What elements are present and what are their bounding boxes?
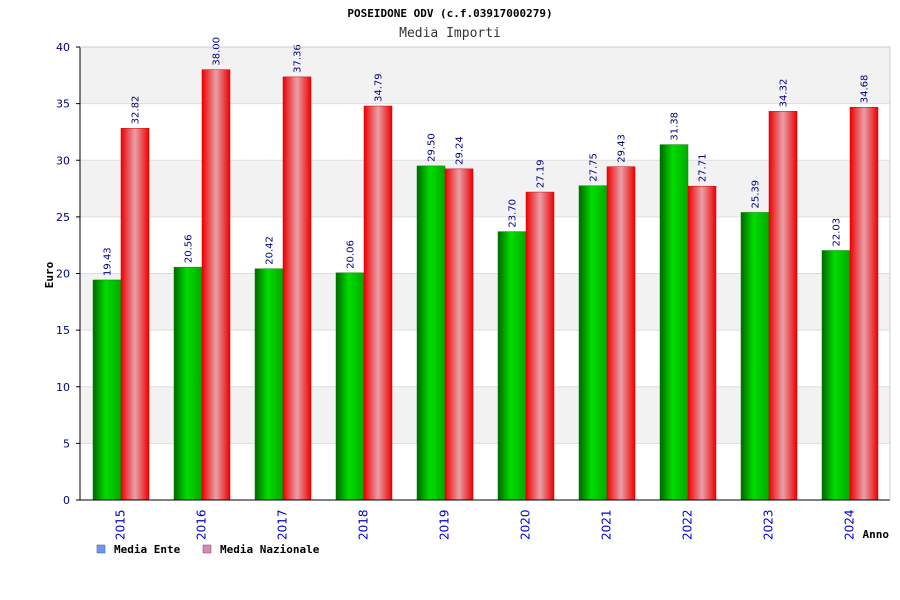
y-tick-label: 0	[63, 494, 70, 507]
x-axis-title: Anno	[863, 528, 890, 541]
x-tick-label: 2016	[195, 509, 209, 540]
bar-media-ente	[335, 272, 365, 501]
bar-media-nazionale	[120, 128, 150, 501]
data-label: 29.43	[617, 134, 628, 163]
x-tick-label: 2024	[843, 509, 857, 540]
y-tick-label: 15	[56, 324, 70, 337]
data-label: 29.24	[455, 136, 466, 165]
axes: 0 5 10 15 20 25 30 35 40 2015 2016 2017 2018 2019 2020…	[56, 41, 891, 540]
x-tick-label: 2020	[519, 509, 533, 540]
y-tick-label: 25	[56, 211, 70, 224]
bar-media-nazionale	[525, 191, 555, 501]
data-label: 22.03	[832, 218, 843, 247]
legend-swatch	[96, 544, 106, 554]
bar-media-nazionale	[687, 185, 717, 501]
bar-media-nazionale	[606, 166, 636, 501]
bars	[92, 69, 879, 501]
bar-media-ente	[254, 268, 284, 501]
data-label: 20.56	[184, 235, 195, 264]
data-label: 27.71	[698, 154, 709, 183]
data-label: 38.00	[212, 37, 223, 66]
y-tick-label: 40	[56, 41, 70, 54]
bar-media-ente	[659, 144, 689, 501]
data-label: 20.42	[265, 236, 276, 265]
bar-media-nazionale	[849, 106, 879, 501]
data-label: 27.19	[536, 159, 547, 188]
y-tick-label: 35	[56, 98, 70, 111]
legend-label: Media Nazionale	[220, 543, 320, 556]
data-label: 19.43	[103, 247, 114, 276]
data-label: 31.38	[670, 112, 681, 141]
bar-media-nazionale	[768, 111, 798, 501]
x-tick-label: 2019	[438, 509, 452, 540]
bar-media-ente	[416, 165, 446, 501]
x-tick-label: 2021	[600, 509, 614, 540]
bar-media-ente	[578, 185, 608, 501]
y-tick-label: 5	[63, 437, 70, 450]
data-labels: 19.43 32.82 20.56 38.00 20.42 37.36 20.06 34.79…	[103, 37, 871, 276]
legend-label: Media Ente	[114, 543, 181, 556]
y-axis-title: Euro	[43, 261, 56, 288]
bar-media-ente	[92, 279, 122, 501]
data-label: 27.75	[589, 153, 600, 182]
bar-media-nazionale	[363, 105, 393, 501]
legend: Media Ente Media Nazionale	[96, 543, 320, 556]
chart-title: POSEIDONE ODV (c.f.03917000279)	[347, 7, 552, 20]
grid-band	[80, 160, 890, 217]
data-label: 32.82	[131, 96, 142, 125]
data-label: 23.70	[508, 199, 519, 228]
data-label: 34.32	[779, 79, 790, 108]
y-tick-label: 10	[56, 381, 70, 394]
data-label: 37.36	[293, 44, 304, 73]
data-label: 34.68	[860, 75, 871, 104]
legend-swatch	[202, 544, 212, 554]
x-tick-label: 2022	[681, 509, 695, 540]
y-tick-label: 30	[56, 154, 70, 167]
bar-media-ente	[740, 212, 770, 501]
data-label: 34.79	[374, 73, 385, 102]
data-label: 25.39	[751, 180, 762, 209]
x-tick-label: 2017	[276, 509, 290, 540]
x-tick-label: 2018	[357, 509, 371, 540]
x-tick-label: 2023	[762, 509, 776, 540]
data-label: 20.06	[346, 240, 357, 269]
bar-media-ente	[173, 266, 203, 501]
bar-media-nazionale	[201, 69, 231, 501]
bar-media-nazionale	[444, 168, 474, 501]
grid-band	[80, 47, 890, 104]
y-tick-label: 20	[56, 268, 70, 281]
chart-subtitle: Media Importi	[399, 26, 501, 41]
bar-media-ente	[497, 231, 527, 501]
data-label: 29.50	[427, 133, 438, 162]
bar-media-nazionale	[282, 76, 312, 501]
x-tick-label: 2015	[114, 509, 128, 540]
bar-media-ente	[821, 250, 851, 501]
